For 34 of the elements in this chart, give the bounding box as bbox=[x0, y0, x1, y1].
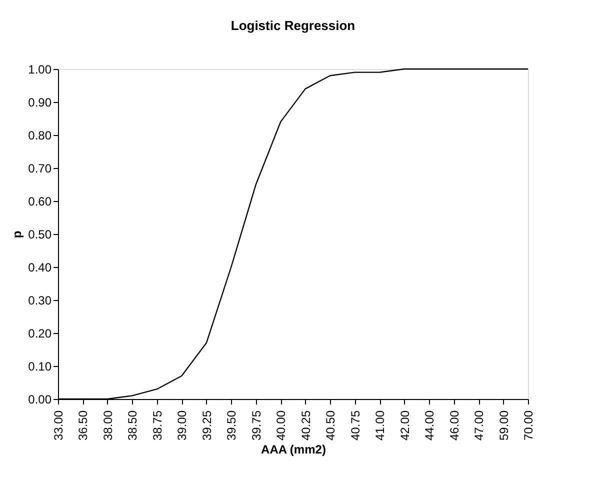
y-tick-label: 0.30 bbox=[28, 294, 52, 308]
x-tick-label: 38.75 bbox=[150, 410, 164, 441]
x-tick-label: 40.50 bbox=[324, 410, 338, 441]
x-tick-label: 38.00 bbox=[100, 410, 115, 441]
x-tick-label: 33.00 bbox=[52, 410, 66, 441]
y-tick-label: 0.00 bbox=[28, 392, 52, 406]
x-axis-title: AAA (mm2) bbox=[261, 442, 326, 457]
x-tick-label: 70.00 bbox=[522, 410, 536, 441]
x-tick-label: 39.25 bbox=[200, 410, 214, 441]
y-tick-label: 0.20 bbox=[28, 326, 52, 340]
y-tick-label: 0.60 bbox=[28, 194, 52, 208]
x-tick-label: 39.00 bbox=[175, 410, 190, 441]
x-tick-label: 46.00 bbox=[447, 410, 462, 441]
x-tick-label: 47.00 bbox=[472, 410, 486, 441]
x-tick-label: 40.00 bbox=[274, 410, 288, 441]
y-tick-label: 0.50 bbox=[28, 228, 52, 242]
y-axis-title: p bbox=[10, 230, 24, 238]
y-tick-label: 0.80 bbox=[28, 128, 52, 142]
x-tick-label: 39.50 bbox=[224, 410, 239, 441]
x-tick-label: 44.00 bbox=[422, 410, 437, 441]
x-tick-label: 40.75 bbox=[348, 410, 362, 441]
y-tick-label: 0.70 bbox=[28, 162, 52, 176]
x-tick-label: 59.00 bbox=[496, 410, 511, 441]
x-tick-label: 39.75 bbox=[249, 410, 264, 441]
y-tick-label: 0.90 bbox=[28, 96, 52, 110]
x-tick-label: 42.00 bbox=[398, 410, 412, 441]
x-tick-label: 36.50 bbox=[76, 410, 90, 441]
x-tick-label: 41.00 bbox=[373, 410, 388, 441]
x-tick-label: 38.50 bbox=[126, 410, 140, 441]
chart-title: Logistic Regression bbox=[230, 18, 356, 33]
x-tick-label: 40.25 bbox=[298, 410, 313, 441]
y-tick-label: 0.40 bbox=[28, 260, 52, 274]
y-tick-label: 0.10 bbox=[28, 360, 52, 374]
y-tick-label: 1.00 bbox=[28, 62, 52, 76]
